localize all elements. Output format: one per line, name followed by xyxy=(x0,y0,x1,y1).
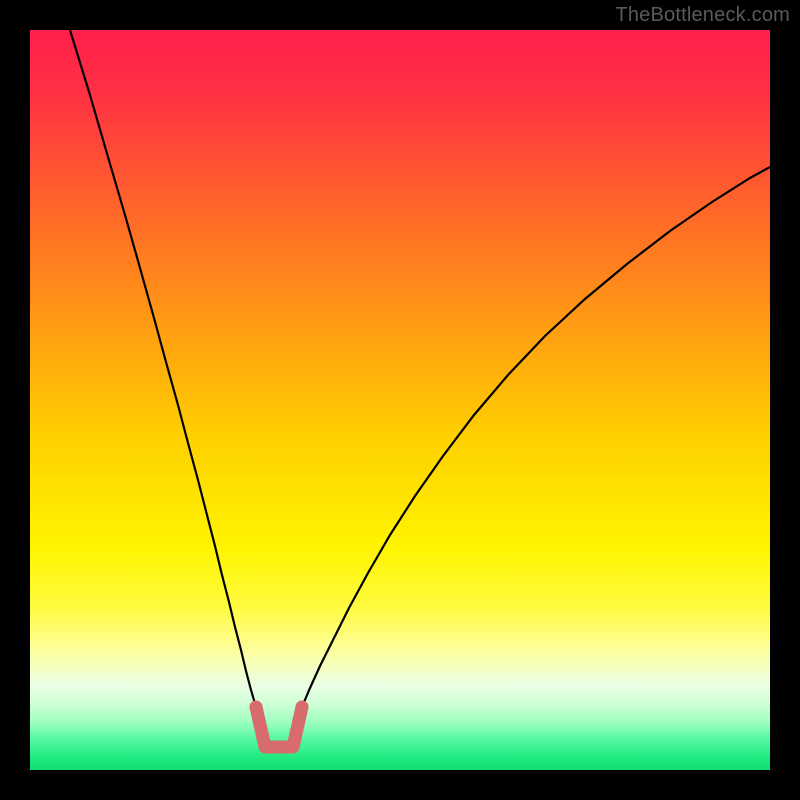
valley-marker xyxy=(250,701,309,754)
valley-dot xyxy=(290,727,303,740)
chart-plot-area xyxy=(30,30,770,770)
valley-dot xyxy=(287,738,300,751)
valley-dot xyxy=(256,727,269,740)
curve-right xyxy=(302,167,770,707)
valley-dot xyxy=(250,701,263,714)
valley-dot xyxy=(296,701,309,714)
curve-left xyxy=(70,30,256,707)
watermark-text: TheBottleneck.com xyxy=(615,4,790,27)
valley-dot xyxy=(293,714,306,727)
valley-dot xyxy=(253,714,266,727)
chart-curves-layer xyxy=(30,30,770,770)
